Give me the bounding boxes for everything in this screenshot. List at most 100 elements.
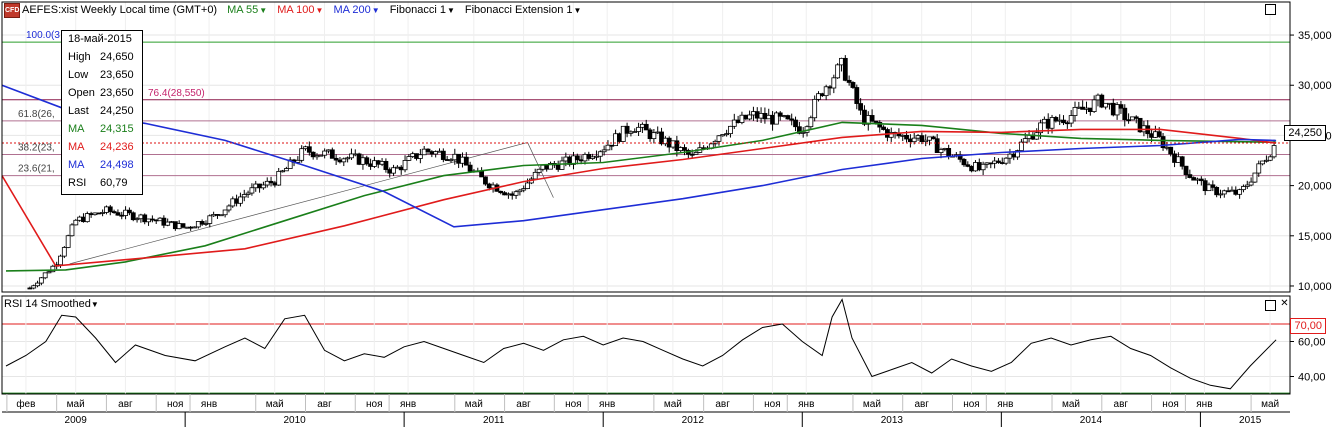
candle-down <box>1099 94 1105 108</box>
ohlc-info-box: 18-май-2015 High 24,650 Low 23,650 Open 23,65… <box>61 30 143 195</box>
info-date: 18-май-2015 <box>68 33 132 45</box>
candle-down <box>429 151 435 155</box>
candle-down <box>1122 107 1128 121</box>
candle-up <box>73 219 79 226</box>
x-tick-label: ноя <box>565 399 582 410</box>
candle-down <box>574 155 580 161</box>
fibonacci-extension-menu[interactable]: Fibonacci Extension 1▼ <box>464 4 582 16</box>
candle-up <box>69 224 75 237</box>
fib-label: 76.4(28,550) <box>148 88 205 99</box>
rsi-panel-frame <box>1 295 1291 395</box>
maximize-price-panel-icon[interactable] <box>1265 4 1276 15</box>
ma-line-ma100 <box>1 128 1277 267</box>
candle-down <box>1064 122 1070 125</box>
candle-up <box>165 221 171 226</box>
candle-up <box>900 134 906 137</box>
rsi-tick-label: 40,00 <box>1298 372 1326 384</box>
close-rsi-panel-icon[interactable]: ✕ <box>1280 298 1289 309</box>
candle-up <box>632 131 638 133</box>
candle-down <box>364 157 370 165</box>
candle-up <box>61 247 67 257</box>
candle-down <box>877 122 883 128</box>
candle-down <box>1183 165 1189 176</box>
candle-up <box>1076 106 1082 109</box>
cfd-badge-icon: CFD <box>4 2 20 18</box>
candle-up <box>1019 141 1024 151</box>
candle-up <box>452 153 458 161</box>
candle-down <box>770 114 775 125</box>
candle-up <box>1218 193 1223 196</box>
candle-up <box>1022 138 1028 143</box>
candle-down <box>907 138 913 143</box>
candle-up <box>402 160 408 171</box>
candle-down <box>996 160 1001 163</box>
candle-down <box>881 126 886 130</box>
candle-up <box>1241 186 1246 191</box>
candle-up <box>651 132 657 140</box>
candle-down <box>934 138 940 153</box>
candle-up <box>1091 99 1097 112</box>
x-tick-label: янв <box>599 399 615 410</box>
x-tick-label: ноя <box>366 399 383 410</box>
rsi-panel-title[interactable]: RSI 14 Smoothed▼ <box>4 298 99 310</box>
fib-label: 100.0(3 <box>26 30 60 41</box>
candle-down <box>827 86 833 89</box>
candle-down <box>1133 116 1139 119</box>
candle-up <box>613 133 619 147</box>
candle-up <box>169 221 174 224</box>
info-key: RSI <box>68 177 87 189</box>
info-value: 24,250 <box>100 105 134 117</box>
candle-up <box>222 209 228 216</box>
info-key: MA <box>68 123 85 135</box>
candle-up <box>245 192 251 195</box>
candle-up <box>241 194 247 198</box>
fibonacci-menu[interactable]: Fibonacci 1▼ <box>389 4 455 16</box>
candle-up <box>731 119 737 127</box>
candle-up <box>1068 115 1074 124</box>
ma55-indicator-menu[interactable]: MA 55▼ <box>227 4 268 16</box>
candle-down <box>375 160 381 165</box>
candle-up <box>1195 178 1200 181</box>
rsi-line <box>5 298 1277 390</box>
candle-up <box>1095 94 1101 101</box>
candle-up <box>379 161 385 165</box>
candle-up <box>230 198 236 207</box>
candle-down <box>789 118 795 121</box>
candle-down <box>976 162 982 171</box>
candle-down <box>1168 146 1174 155</box>
ma100-indicator-menu[interactable]: MA 100▼ <box>277 4 324 16</box>
candle-up <box>184 226 190 229</box>
candle-up <box>345 157 351 160</box>
candle-down <box>819 93 825 97</box>
x-tick-label: май <box>266 399 284 410</box>
candle-up <box>678 147 684 152</box>
candle-up <box>540 164 546 170</box>
candle-down <box>869 115 875 122</box>
symbol-selector[interactable]: AEFES:xist Weekly Local time (GMT+0) <box>22 4 218 16</box>
candle-down <box>965 164 971 167</box>
candle-up <box>104 206 109 213</box>
candle-up <box>942 148 948 150</box>
candle-up <box>839 57 844 66</box>
price-tick-label: 10,000 <box>1298 281 1332 293</box>
x-year-label: 2009 <box>65 415 88 426</box>
candle-up <box>923 139 929 143</box>
candle-down <box>1126 119 1131 122</box>
candle-up <box>911 137 917 143</box>
x-tick-label: янв <box>400 399 416 410</box>
candle-up <box>812 98 818 119</box>
x-tick-label: янв <box>798 399 814 410</box>
candle-up <box>1015 150 1020 158</box>
info-row: MA 24,236 <box>62 138 142 156</box>
candle-down <box>785 115 791 120</box>
ma200-indicator-menu[interactable]: MA 200▼ <box>333 4 380 16</box>
x-tick-label: янв <box>201 399 217 410</box>
candle-down <box>329 149 335 159</box>
candle-down <box>502 192 507 196</box>
candle-down <box>1202 180 1208 192</box>
info-rows: High 24,650 Low 23,650 Open 23,650 Last 24,250 M… <box>62 48 142 192</box>
candle-down <box>456 153 462 164</box>
maximize-rsi-panel-icon[interactable] <box>1265 300 1276 311</box>
candle-up <box>536 168 542 173</box>
